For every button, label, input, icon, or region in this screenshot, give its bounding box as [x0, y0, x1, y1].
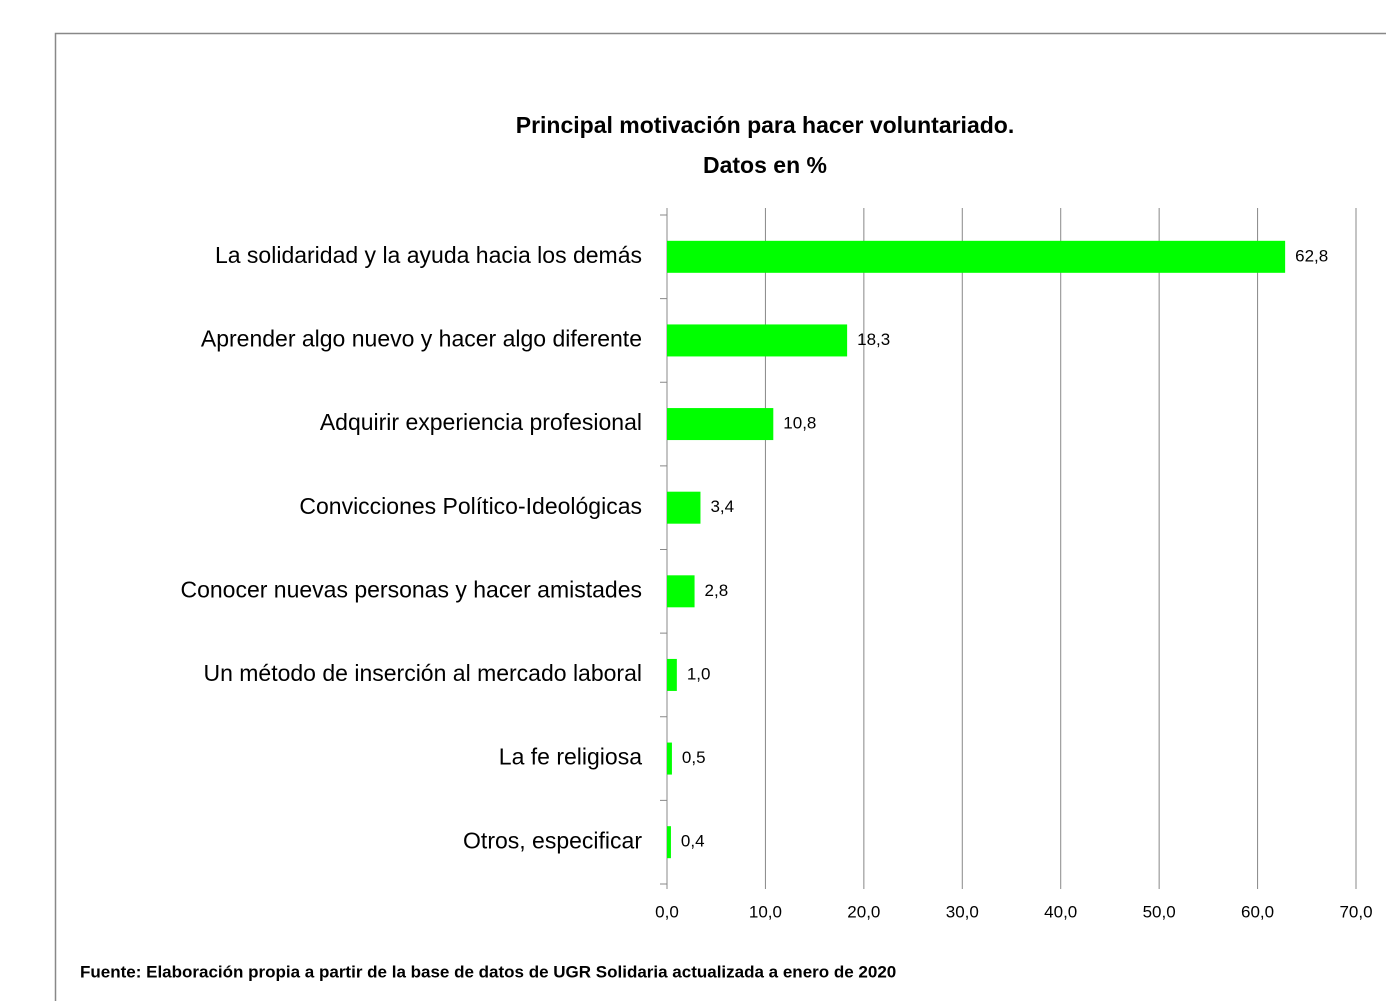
value-label: 3,4 — [710, 497, 734, 516]
bar — [667, 826, 671, 859]
source-note: Fuente: Elaboración propia a partir de l… — [80, 962, 896, 981]
value-label: 10,8 — [783, 414, 816, 433]
value-label: 0,4 — [681, 832, 705, 851]
y-tick-label: Un método de inserción al mercado labora… — [203, 660, 642, 686]
bar — [667, 240, 1286, 273]
x-tick-label: 50,0 — [1143, 902, 1176, 921]
y-tick-label: Aprender algo nuevo y hacer algo diferen… — [201, 326, 642, 352]
chart-frame — [54, 32, 1386, 1001]
bar — [667, 408, 774, 441]
bar — [667, 742, 672, 775]
x-tick-label: 20,0 — [847, 902, 880, 921]
y-tick-label: La fe religiosa — [499, 744, 642, 770]
value-label: 18,3 — [857, 330, 890, 349]
y-tick-label: Adquirir experiencia profesional — [320, 409, 642, 435]
value-label: 62,8 — [1295, 246, 1328, 265]
bar — [667, 324, 848, 357]
x-tick-label: 10,0 — [749, 902, 782, 921]
x-tick-label: 40,0 — [1044, 902, 1077, 921]
value-label: 0,5 — [682, 748, 706, 767]
value-label: 1,0 — [687, 664, 711, 683]
value-label: 2,8 — [705, 581, 729, 600]
bar — [667, 575, 695, 608]
x-tick-label: 30,0 — [946, 902, 979, 921]
x-tick-label: 0,0 — [655, 902, 679, 921]
y-tick-label: La solidaridad y la ayuda hacia los demá… — [215, 242, 642, 268]
bar — [667, 491, 701, 524]
y-tick-label: Conocer nuevas personas y hacer amistade… — [180, 576, 642, 602]
bar — [667, 658, 677, 691]
chart-title: Principal motivación para hacer voluntar… — [516, 112, 1014, 138]
x-tick-label: 60,0 — [1241, 902, 1274, 921]
y-tick-label: Otros, especificar — [463, 827, 642, 853]
x-tick-label: 70,0 — [1339, 902, 1372, 921]
y-tick-label: Convicciones Político-Ideológicas — [299, 493, 642, 519]
chart-subtitle: Datos en % — [703, 152, 827, 178]
